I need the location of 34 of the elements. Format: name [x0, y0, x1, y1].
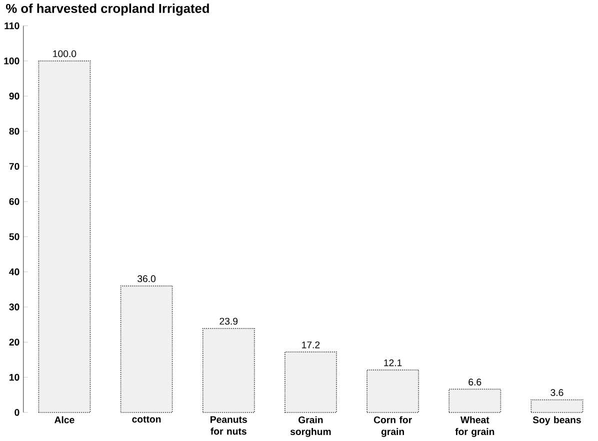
y-tick-label: 60 [9, 198, 20, 206]
y-tick-label: 100 [4, 58, 20, 65]
bar [202, 328, 255, 414]
x-tick-label: Corn for grain [374, 416, 412, 438]
y-tick-label: 90 [9, 92, 20, 100]
x-tick-label: Peanuts for nuts [210, 416, 247, 435]
chart-title: % of harvested cropland Irrigated [6, 4, 209, 16]
x-tick-label: Grain sorghum [290, 416, 331, 438]
y-tick-label: 110 [4, 22, 20, 30]
y-tick-label: 10 [10, 374, 20, 381]
data-label: 6.6 [468, 378, 482, 386]
data-label: 3.6 [550, 389, 564, 396]
y-tick-label: 0 [14, 409, 20, 416]
y-tick-label: 70 [9, 163, 20, 170]
data-label: 100.0 [53, 50, 76, 58]
x-tick-label: Wheat for grain [455, 416, 494, 438]
x-tick-label: Soy beans [532, 416, 581, 426]
y-tick-label: 40 [9, 268, 20, 276]
bar [366, 370, 419, 414]
bar [38, 60, 91, 414]
data-label: 12.1 [384, 360, 402, 366]
y-tick-label: 80 [9, 128, 20, 135]
data-label: 23.9 [220, 318, 238, 325]
y-tick-label: 30 [9, 304, 20, 311]
x-tick-label: Alce [54, 416, 74, 424]
y-tick-label: 50 [9, 233, 20, 240]
bar [448, 389, 502, 414]
x-tick-label: cotton [132, 416, 161, 423]
data-label: 36.0 [138, 276, 156, 282]
data-label: 17.2 [302, 342, 320, 348]
y-tick-label: 20 [9, 338, 20, 346]
bar [120, 286, 173, 414]
bar [530, 400, 584, 414]
bar [284, 352, 337, 414]
